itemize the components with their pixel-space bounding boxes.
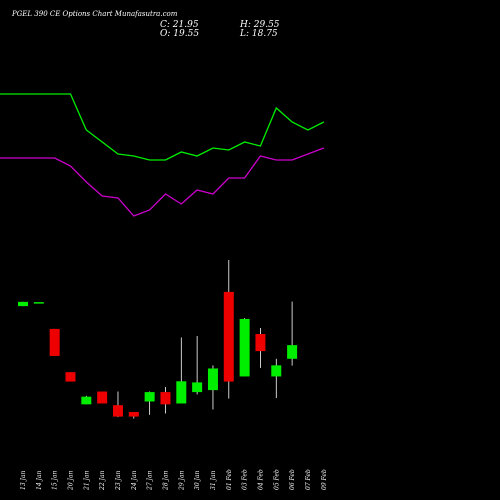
bearish-candle (160, 392, 171, 405)
x-tick-label: 07 Feb (305, 469, 312, 490)
bearish-candle (255, 334, 266, 352)
bullish-candle (81, 396, 92, 405)
bullish-candle (144, 392, 155, 402)
x-tick-label: 06 Feb (289, 469, 296, 490)
low-value: 18.75 (251, 29, 278, 39)
x-tick-label: 29 Jan (178, 470, 185, 491)
x-tick-label: 22 Jan (99, 470, 106, 491)
bearish-candle (128, 412, 139, 417)
x-tick-label: 04 Feb (257, 469, 264, 490)
x-tick-label: 27 Jan (147, 470, 154, 491)
x-tick-label: 28 Jan (163, 470, 170, 491)
open-value: 19.55 (173, 29, 200, 39)
x-tick-label: 23 Jan (115, 470, 122, 491)
bearish-candle (65, 372, 76, 382)
bullish-candle (271, 365, 282, 377)
bullish-candle (18, 301, 28, 307)
low-readout: L: 18.75 (240, 29, 278, 39)
x-tick-label: 20 Jan (68, 470, 75, 491)
x-tick-label: 13 Jan (20, 470, 27, 490)
bullish-candle (192, 382, 203, 393)
bullish-candle (33, 302, 44, 304)
lower-band-line (0, 147, 325, 217)
bullish-candle (287, 345, 298, 359)
bearish-candle (223, 291, 234, 382)
x-tick-label: 21 Jan (83, 470, 90, 491)
low-label: L: (240, 29, 250, 39)
x-tick-label: 31 Jan (210, 470, 217, 490)
bearish-candle (97, 391, 108, 404)
x-tick-label: 14 Jan (36, 470, 43, 490)
close-readout: C: 21.95 (160, 20, 199, 30)
close-value: 21.95 (172, 20, 199, 30)
x-tick-label: 09 Feb (321, 469, 328, 490)
open-label: O: (160, 29, 171, 39)
high-value: 29.55 (253, 20, 280, 30)
high-label: H: (240, 20, 251, 30)
x-tick-label: 24 Jan (131, 470, 138, 491)
close-label: C: (160, 20, 170, 30)
upper-band-line (0, 93, 325, 161)
x-tick-label: 03 Feb (242, 469, 249, 490)
bullish-candle (176, 381, 187, 404)
bearish-candle (49, 328, 60, 356)
bullish-candle (207, 368, 218, 391)
x-tick-label: 30 Jan (194, 470, 201, 490)
chart-title: PGEL 390 CE Options Chart Munafasutra.co… (12, 10, 178, 18)
open-readout: O: 19.55 (160, 29, 199, 39)
bearish-candle (112, 405, 123, 417)
x-tick-label: 05 Feb (273, 469, 280, 490)
x-tick-label: 01 Feb (226, 469, 233, 490)
x-tick-label: 15 Jan (52, 470, 59, 490)
high-readout: H: 29.55 (240, 20, 280, 30)
bullish-candle (239, 318, 250, 377)
